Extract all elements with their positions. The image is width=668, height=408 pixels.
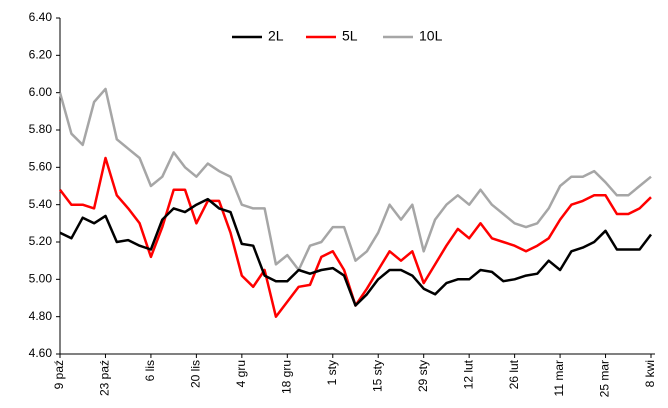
x-tick-label: 15 sty <box>370 360 384 392</box>
x-tick-label: 12 lut <box>461 359 475 389</box>
y-tick-label: 5.40 <box>29 197 53 211</box>
x-tick-label: 11 mar <box>552 360 566 396</box>
legend-label: 2L <box>268 28 284 44</box>
y-tick-label: 6.40 <box>29 10 53 24</box>
legend-label: 5L <box>342 28 358 44</box>
y-tick-label: 5.00 <box>29 272 53 286</box>
y-tick-label: 6.20 <box>29 48 53 62</box>
y-tick-label: 5.20 <box>29 234 53 248</box>
legend-label: 10L <box>419 28 443 44</box>
series-line <box>59 197 652 307</box>
x-tick-label: 9 paź <box>52 360 66 389</box>
x-tick-label: 8 kwi <box>643 360 657 387</box>
x-tick-label: 6 lis <box>143 360 157 381</box>
x-tick-label: 23 paź <box>98 360 112 396</box>
x-tick-label: 20 lis <box>189 360 203 388</box>
y-tick-label: 5.60 <box>29 160 53 174</box>
y-tick-label: 4.80 <box>29 309 53 323</box>
x-tick-label: 25 mar <box>598 360 612 397</box>
x-tick-label: 26 lut <box>507 359 521 389</box>
y-tick-label: 6.00 <box>29 85 53 99</box>
x-tick-label: 4 gru <box>234 360 248 387</box>
x-tick-label: 18 gru <box>279 360 293 394</box>
series-line <box>58 87 652 272</box>
x-tick-label: 1 sty <box>325 360 339 385</box>
y-tick-label: 4.60 <box>29 346 53 360</box>
x-tick-label: 29 sty <box>416 360 430 392</box>
y-tick-label: 5.80 <box>29 122 53 136</box>
